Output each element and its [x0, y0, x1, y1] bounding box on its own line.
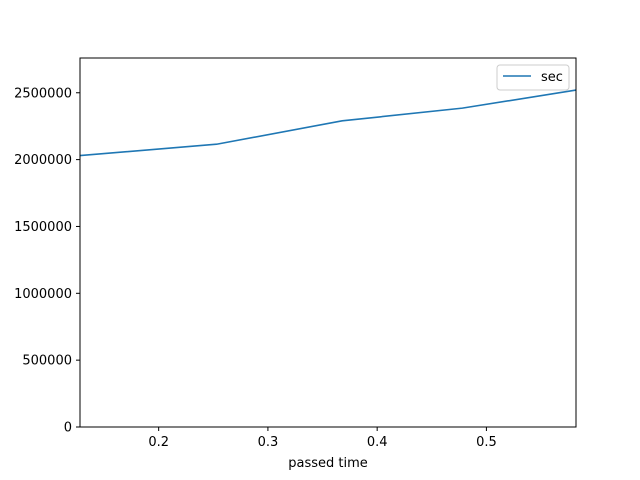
plot-area [79, 89, 577, 157]
legend-box [496, 64, 570, 91]
x-axis: 0.2 0.3 0.4 0.5 [148, 427, 497, 450]
legend-label-sec: sec [541, 70, 563, 85]
y-tick-label: 2000000 [14, 153, 72, 168]
y-tick-label: 1500000 [14, 220, 72, 235]
y-tick-label: 1000000 [14, 287, 72, 302]
y-axis: 0 500000 1000000 1500000 2000000 2500000 [14, 86, 80, 436]
x-tick-label: 0.5 [476, 435, 497, 450]
x-axis-label: passed time [288, 456, 368, 471]
y-tick-label: 500000 [22, 354, 72, 369]
y-tick-label: 2500000 [14, 86, 72, 101]
legend: sec [496, 64, 570, 91]
x-tick-label: 0.4 [367, 435, 388, 450]
axes-frame [79, 57, 577, 428]
series-line-sec [79, 89, 577, 157]
y-tick-label: 0 [64, 421, 72, 436]
x-tick-label: 0.3 [258, 435, 279, 450]
x-tick-label: 0.2 [148, 435, 169, 450]
